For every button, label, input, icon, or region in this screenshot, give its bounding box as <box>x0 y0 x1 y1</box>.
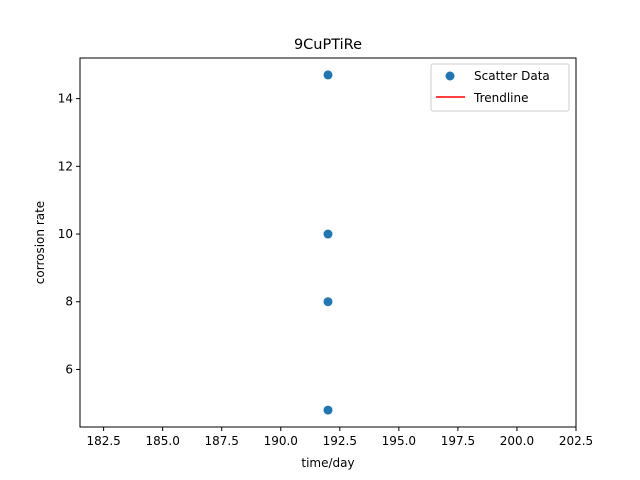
x-tick-label: 187.5 <box>205 434 239 448</box>
y-tick-label: 8 <box>65 295 73 309</box>
chart-title: 9CuPTiRe <box>294 37 362 53</box>
y-axis: 6 8 10 12 14 <box>58 92 80 376</box>
y-tick-label: 12 <box>58 159 73 173</box>
scatter-point <box>323 405 333 415</box>
x-tick-label: 200.0 <box>500 434 534 448</box>
y-axis-label: corrosion rate <box>33 201 47 284</box>
scatter-point <box>323 229 333 239</box>
x-tick-label: 195.0 <box>382 434 416 448</box>
x-tick-label: 190.0 <box>264 434 298 448</box>
x-axis: 182.5 185.0 187.5 190.0 192.5 195.0 197.5 200.0… <box>86 427 593 448</box>
x-tick-label: 192.5 <box>323 434 357 448</box>
y-tick-label: 10 <box>58 227 73 241</box>
legend: Scatter Data Trendline <box>430 63 570 112</box>
legend-label-trendline: Trendline <box>473 91 529 105</box>
scatter-point <box>323 297 333 307</box>
x-tick-label: 197.5 <box>441 434 475 448</box>
legend-box <box>430 63 570 112</box>
scatter-point <box>323 70 333 80</box>
scatter-series <box>323 70 333 415</box>
y-tick-label: 14 <box>58 92 73 106</box>
x-tick-label: 185.0 <box>145 434 179 448</box>
x-tick-label: 182.5 <box>86 434 120 448</box>
y-tick-label: 6 <box>65 362 73 376</box>
legend-label-scatter: Scatter Data <box>474 69 550 83</box>
plot-area <box>79 57 577 428</box>
x-tick-label: 202.5 <box>559 434 593 448</box>
legend-marker-scatter <box>445 71 455 81</box>
x-axis-label: time/day <box>301 456 354 470</box>
